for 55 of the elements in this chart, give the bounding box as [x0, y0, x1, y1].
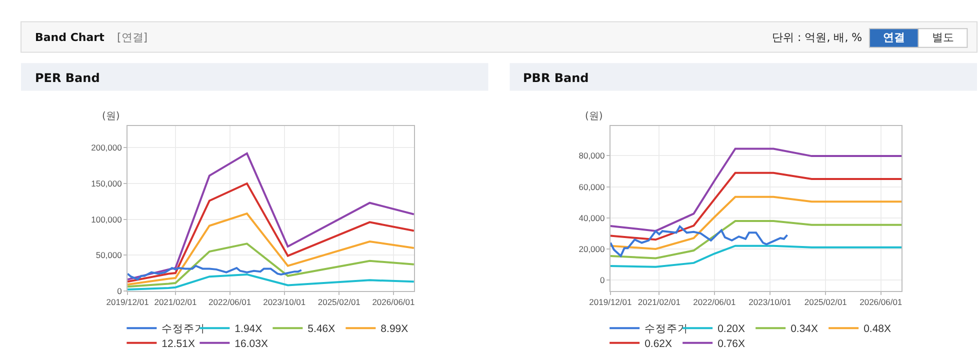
x-tick-label: 2023/10/01 — [263, 297, 306, 308]
y-tick-label: 50,000 — [96, 250, 122, 260]
x-tick-label: 2023/10/01 — [748, 297, 792, 308]
line-series — [128, 212, 414, 286]
legend-label: 0.76X — [718, 338, 746, 350]
legend-label: 0.20X — [718, 323, 746, 336]
x-tick-label: 2025/02/01 — [318, 297, 361, 308]
x-tick-label: 2021/02/01 — [638, 297, 681, 308]
chart-title: PBR Band — [523, 71, 589, 85]
line-series — [610, 244, 902, 268]
line-series — [610, 196, 902, 250]
legend-label: 0.62X — [644, 338, 672, 350]
line-series — [128, 242, 414, 288]
text: 단위 : 억원, 배, % — [772, 31, 862, 44]
legend-label: 1.94X — [234, 323, 262, 336]
y-tick-label: 100,000 — [91, 214, 122, 224]
line-series — [610, 225, 788, 257]
y-tick-label: 0 — [117, 286, 122, 296]
line-series — [128, 264, 302, 280]
legend-label: 수정주가 — [644, 323, 689, 336]
x-tick-label: 2026/06/01 — [372, 297, 415, 308]
text: [연결] — [117, 31, 148, 44]
line-series — [610, 172, 902, 241]
chart-title: PER Band — [35, 71, 100, 85]
legend-label: 12.51X — [162, 338, 195, 350]
y-tick-label: 0 — [600, 275, 605, 286]
y-tick-label: 80,000 — [578, 150, 606, 161]
x-tick-label: 2021/02/01 — [154, 297, 198, 308]
legend-label: 0.34X — [790, 323, 818, 336]
y-tick-label: 200,000 — [91, 142, 122, 153]
line-series — [610, 220, 902, 260]
x-tick-label: 2025/02/01 — [804, 297, 848, 308]
text: Band Chart — [35, 31, 104, 44]
y-axis-title: (원) — [585, 111, 603, 122]
legend-label: 5.46X — [308, 323, 336, 336]
y-tick-label: 60,000 — [578, 182, 606, 192]
y-axis-title: (원) — [102, 111, 120, 122]
text: 연결 — [883, 31, 905, 44]
x-tick-label: 2019/12/01 — [589, 297, 632, 308]
line-series — [128, 273, 414, 290]
legend-label: 8.99X — [380, 323, 408, 336]
x-tick-label: 2022/06/01 — [693, 297, 736, 308]
legend-label: 수정주가 — [162, 323, 206, 336]
x-tick-label: 2026/06/01 — [860, 297, 902, 308]
line-series — [128, 182, 414, 283]
y-tick-label: 20,000 — [578, 244, 606, 254]
line-series — [610, 148, 902, 232]
legend-label: 16.03X — [234, 338, 268, 350]
text: 별도 — [932, 31, 954, 44]
line-series — [128, 152, 414, 280]
legend-label: 0.48X — [864, 323, 892, 336]
y-tick-label: 150,000 — [91, 178, 122, 188]
y-tick-label: 40,000 — [578, 212, 606, 223]
x-tick-label: 2019/12/01 — [106, 297, 150, 308]
x-tick-label: 2022/06/01 — [208, 297, 252, 308]
